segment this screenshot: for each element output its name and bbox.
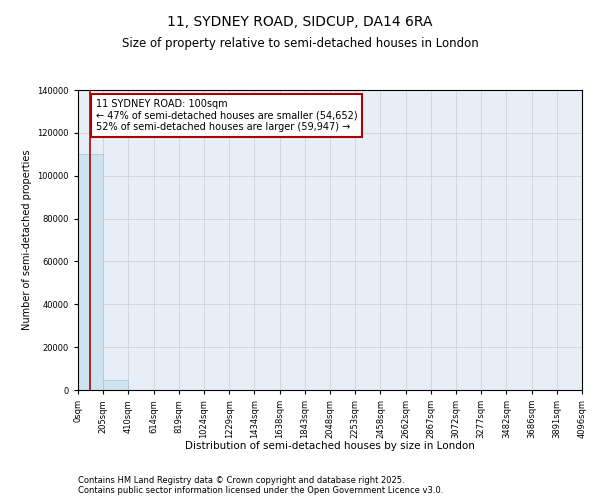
Y-axis label: Number of semi-detached properties: Number of semi-detached properties	[22, 150, 32, 330]
Text: 11, SYDNEY ROAD, SIDCUP, DA14 6RA: 11, SYDNEY ROAD, SIDCUP, DA14 6RA	[167, 15, 433, 29]
Bar	[103, 380, 128, 390]
Text: Contains HM Land Registry data © Crown copyright and database right 2025.
Contai: Contains HM Land Registry data © Crown c…	[78, 476, 443, 495]
Text: 11 SYDNEY ROAD: 100sqm
← 47% of semi-detached houses are smaller (54,652)
52% of: 11 SYDNEY ROAD: 100sqm ← 47% of semi-det…	[95, 99, 357, 132]
X-axis label: Distribution of semi-detached houses by size in London: Distribution of semi-detached houses by …	[185, 441, 475, 451]
Text: Size of property relative to semi-detached houses in London: Size of property relative to semi-detach…	[122, 38, 478, 51]
Bar	[78, 154, 103, 390]
